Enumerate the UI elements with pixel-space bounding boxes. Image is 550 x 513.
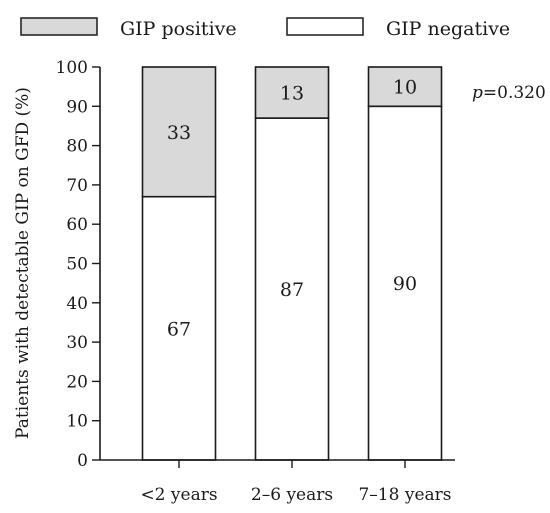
y-tick-label: 70 (66, 176, 88, 196)
bar-gip-positive-1 (141, 66, 217, 198)
legend-swatch-gip-negative (286, 17, 364, 36)
y-axis-label: Patients with detectable GIP on GFD (%) (13, 87, 33, 439)
legend-swatch-gip-positive (20, 17, 98, 36)
p-value-annotation: p=0.320 (472, 83, 546, 103)
p-value-number: =0.320 (483, 83, 546, 103)
axes: 0 10 20 30 40 50 60 70 80 90 100 <2 years 2–6 years 7… (56, 58, 455, 505)
y-tick-label: 40 (66, 294, 88, 314)
bar-value-label: 13 (280, 83, 304, 105)
y-tick-label: 80 (66, 137, 88, 157)
y-tick-label: 100 (56, 58, 88, 78)
y-tick-label: 60 (66, 215, 88, 235)
y-tick-label: 20 (66, 372, 88, 392)
y-tick-label: 30 (66, 333, 88, 353)
bar-value-label: 33 (167, 122, 191, 144)
legend-label-gip-positive: GIP positive (120, 18, 237, 40)
bar-value-label: 67 (167, 318, 191, 340)
x-tick-label: 2–6 years (251, 485, 333, 505)
y-tick-label: 0 (77, 451, 88, 471)
bar-gip-positive-3 (367, 66, 443, 108)
x-tick-label: 7–18 years (358, 485, 451, 505)
y-tick-label: 90 (66, 97, 88, 117)
bar-value-label: 10 (393, 77, 417, 99)
legend: GIP positive GIP negative (20, 17, 510, 40)
bar-value-label: 87 (280, 279, 304, 301)
bar-gip-positive-2 (254, 66, 330, 119)
legend-label-gip-negative: GIP negative (386, 18, 510, 40)
y-tick-label: 10 (66, 412, 88, 432)
bar-gip-negative-3 (367, 105, 443, 461)
bar-value-label: 90 (393, 273, 417, 295)
p-value-symbol: p (472, 83, 483, 103)
bar-gip-negative-1 (141, 195, 217, 461)
bars: 67 33 87 13 90 10 (141, 66, 443, 461)
x-tick-label: <2 years (140, 485, 217, 505)
y-tick-label: 50 (66, 255, 88, 275)
